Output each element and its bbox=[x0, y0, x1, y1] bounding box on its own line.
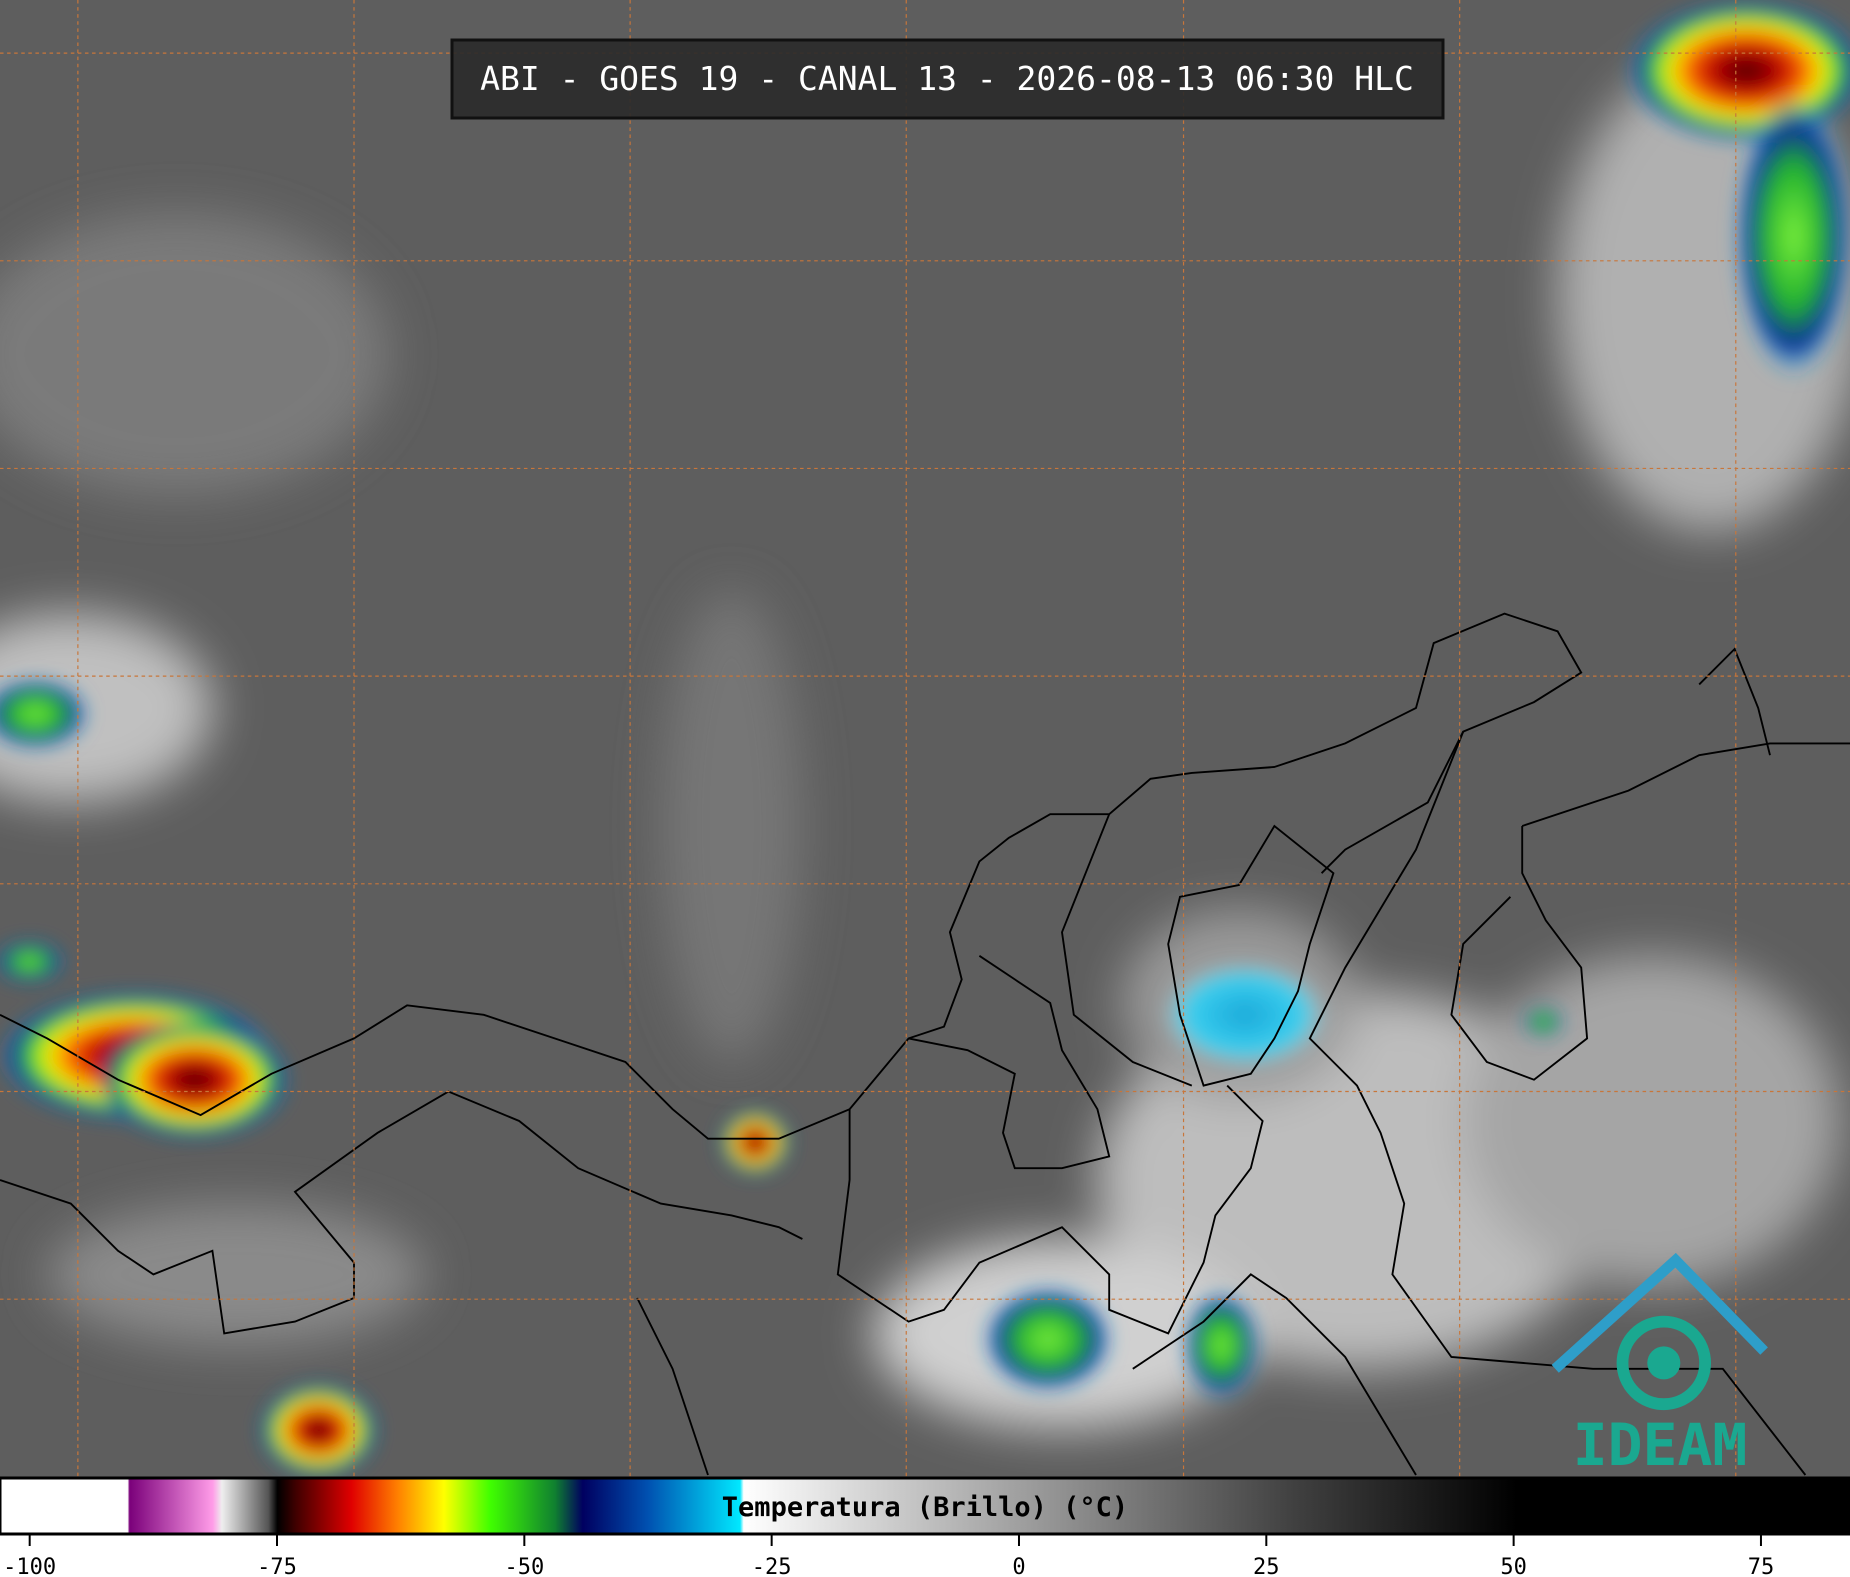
ideam-logo bbox=[1551, 1252, 1768, 1411]
title: ABI - GOES 19 - CANAL 13 - 2026-08-13 06… bbox=[480, 59, 1414, 98]
coastlines bbox=[0, 612, 1850, 1476]
colorbar-label: Temperatura (Brillo) (°C) bbox=[722, 1492, 1128, 1523]
tick-label: 25 bbox=[1253, 1555, 1280, 1577]
tick-label: -100 bbox=[3, 1555, 56, 1577]
tick-label: 50 bbox=[1500, 1555, 1527, 1577]
logo-text: IDEAM bbox=[1573, 1411, 1748, 1479]
tick-label: 0 bbox=[1012, 1555, 1025, 1577]
colorbar-ticks: -100 -75 -50 -25 0 25 50 75 bbox=[3, 1534, 1774, 1577]
title-box bbox=[450, 38, 1445, 120]
colorbar bbox=[0, 1476, 1850, 1536]
tick-label: -50 bbox=[504, 1555, 544, 1577]
tick-label: -25 bbox=[752, 1555, 792, 1577]
tick-label: -75 bbox=[257, 1555, 297, 1577]
tick-label: 75 bbox=[1748, 1555, 1775, 1577]
cloud-tops bbox=[0, 0, 1850, 1478]
graticule bbox=[0, 0, 1850, 1478]
